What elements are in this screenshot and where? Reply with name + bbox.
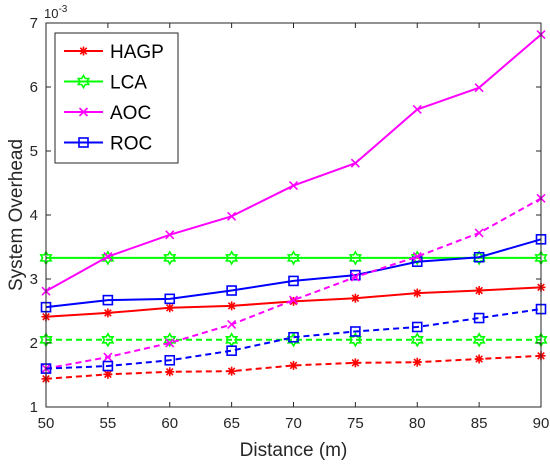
data-point-asterisk-dashed — [103, 369, 113, 379]
data-point-x-dashed — [412, 252, 422, 262]
data-point-square-dashed — [226, 345, 237, 356]
y-tick-label: 2 — [30, 335, 38, 352]
data-point-square-dashed — [350, 326, 361, 337]
y-tick-label: 7 — [30, 15, 38, 32]
legend-item-aoc: AOC — [64, 103, 151, 124]
data-point-asterisk-dashed — [165, 367, 175, 377]
data-point-hexagram-dashed — [348, 332, 362, 348]
series-aoc-solid — [41, 29, 546, 296]
data-point-hexagram-dashed — [101, 332, 115, 348]
x-tick-label: 55 — [100, 415, 117, 432]
legend-label-aoc: AOC — [110, 103, 151, 124]
y-exponent-power: -3 — [58, 4, 67, 15]
legend-label-lca: LCA — [110, 73, 147, 94]
legend-marker-hagp — [79, 46, 88, 56]
data-point-hagp-solid — [350, 293, 360, 303]
data-point-aoc-solid — [288, 180, 299, 191]
data-point-aoc-solid — [227, 211, 237, 221]
data-point-aoc-solid — [350, 158, 360, 168]
series-line-x-dashed — [45, 197, 542, 370]
x-tick-label: 90 — [533, 415, 550, 432]
data-point-square-dashed — [102, 360, 114, 372]
legend-label-hagp: HAGP — [110, 42, 164, 63]
x-tick-label: 70 — [285, 415, 302, 432]
data-point-roc-solid — [288, 275, 299, 287]
legend-label-roc: ROC — [110, 134, 152, 155]
y-tick-label: 4 — [30, 207, 38, 224]
data-point-hexagram-dashed — [410, 332, 424, 348]
data-point-square-dashed — [411, 321, 423, 333]
x-tick-label: 60 — [161, 415, 178, 432]
y-tick-label: 1 — [30, 399, 38, 416]
x-tick-label: 85 — [471, 415, 488, 432]
data-point-hagp-solid — [103, 308, 113, 318]
legend-marker-aoc — [78, 107, 89, 117]
data-point-hagp-solid — [227, 301, 237, 311]
data-point-square-dashed — [164, 354, 176, 366]
data-point-aoc-solid — [474, 83, 484, 93]
data-point-aoc-solid — [103, 252, 113, 262]
x-tick-label: 75 — [347, 415, 364, 432]
data-point-hagp-solid — [474, 286, 484, 296]
legend-item-roc: ROC — [64, 134, 152, 155]
data-point-lca-solid — [163, 250, 177, 266]
data-point-asterisk-dashed — [227, 366, 237, 376]
data-point-hagp-solid — [412, 288, 422, 298]
legend-box — [54, 32, 179, 164]
data-point-x-dashed — [474, 228, 484, 238]
data-point-asterisk-dashed — [412, 357, 422, 367]
series-x-dashed — [41, 193, 546, 374]
data-point-x-dashed — [350, 272, 360, 282]
y-axis-exponent: 10-3 — [44, 4, 68, 21]
data-point-square-dashed — [288, 331, 299, 343]
data-point-x-dashed — [288, 295, 299, 305]
y-tick-label: 5 — [30, 143, 38, 160]
x-axis-label: Distance (m) — [240, 440, 348, 461]
data-point-roc-solid — [350, 269, 361, 281]
data-point-lca-solid — [225, 250, 239, 266]
y-tick-label: 3 — [30, 271, 38, 288]
series-line-square-dashed — [45, 308, 542, 370]
y-tick-label: 6 — [30, 79, 38, 96]
y-exponent-base: 10 — [44, 6, 58, 21]
data-point-roc-solid — [164, 293, 176, 305]
series-line-asterisk-dashed — [45, 354, 542, 380]
data-point-x-dashed — [103, 352, 113, 362]
legend-item-lca: LCA — [64, 73, 147, 94]
data-point-x-dashed — [165, 338, 175, 348]
data-point-asterisk-dashed — [350, 358, 360, 368]
data-point-hexagram-dashed — [163, 332, 177, 348]
x-tick-label: 65 — [223, 415, 240, 432]
data-point-x-dashed — [227, 319, 237, 330]
data-point-square-dashed — [473, 312, 485, 324]
data-point-aoc-solid — [165, 230, 175, 240]
series-square-dashed — [40, 303, 547, 374]
data-point-lca-solid — [286, 250, 301, 266]
data-point-hagp-solid — [165, 303, 175, 313]
legend: HAGP LCA AOC ROC — [54, 32, 179, 164]
axis-ticks: 50 55 60 65 70 75 80 85 90 1 2 3 4 5 6 7 — [30, 15, 550, 432]
data-point-hexagram-dashed — [472, 332, 486, 348]
data-point-roc-solid — [102, 294, 114, 306]
data-point-asterisk-dashed — [289, 360, 298, 370]
y-axis-label: System Overhead — [6, 139, 27, 291]
x-tick-label: 80 — [409, 415, 426, 432]
data-point-aoc-solid — [412, 104, 422, 114]
x-tick-label: 50 — [38, 415, 55, 432]
legend-item-hagp: HAGP — [64, 42, 164, 63]
series-line-roc-solid — [45, 238, 542, 309]
legend-marker-lca — [76, 73, 91, 90]
data-point-roc-solid — [226, 285, 237, 296]
legend-marker-roc — [78, 137, 89, 148]
data-point-roc-solid — [473, 251, 485, 263]
data-point-lca-solid — [348, 250, 362, 266]
series-layer — [39, 29, 548, 384]
data-point-asterisk-dashed — [474, 354, 484, 364]
